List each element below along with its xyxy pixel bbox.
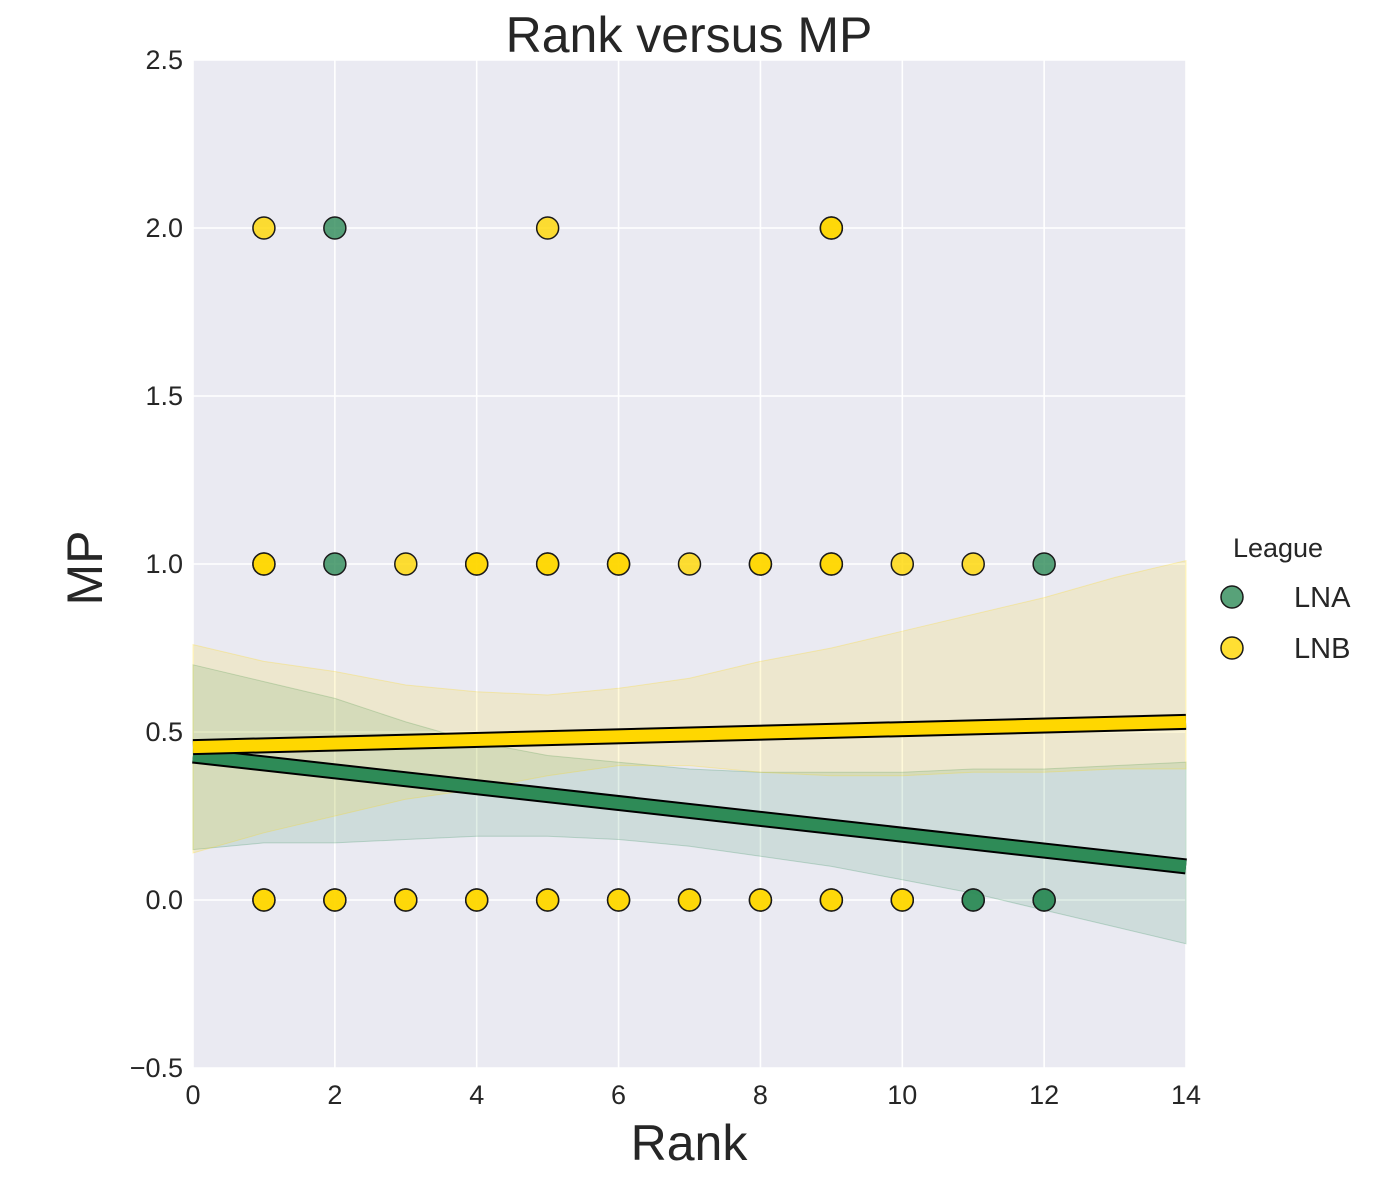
legend: League LNA LNB — [1220, 533, 1351, 665]
point-lnb — [464, 888, 489, 912]
legend-title: League — [1233, 533, 1323, 563]
point-lna — [961, 888, 985, 912]
legend-label-lnb: LNB — [1294, 633, 1350, 665]
point-lna — [1032, 888, 1056, 912]
point-lnb — [535, 216, 560, 240]
x-axis-label: Rank — [631, 1115, 749, 1171]
point-lnb — [819, 888, 844, 912]
legend-marker-lna — [1220, 585, 1244, 609]
legend-label-lna: LNA — [1294, 582, 1351, 614]
regression-line-lna — [192, 747, 1187, 875]
point-lnb — [464, 552, 489, 576]
y-tick-label: 1.0 — [145, 549, 183, 579]
regression-line-fill — [192, 749, 1187, 873]
point-lnb — [819, 552, 844, 576]
x-tick-labels: 0 2 4 6 8 10 12 14 — [185, 1080, 1201, 1110]
legend-entries: LNA LNB — [1220, 582, 1351, 665]
point-lnb — [677, 552, 702, 576]
point-lnb — [394, 888, 418, 912]
x-tick-label: 8 — [753, 1080, 768, 1110]
point-lnb — [323, 888, 347, 912]
x-tick-label: 6 — [611, 1080, 626, 1110]
point-lnb — [394, 552, 418, 576]
point-lna — [323, 552, 347, 576]
x-tick-label: 0 — [185, 1080, 200, 1110]
point-lnb — [252, 216, 276, 240]
y-tick-label: −0.5 — [130, 1053, 183, 1083]
point-lnb — [677, 888, 702, 912]
point-lnb — [819, 216, 844, 240]
x-tick-label: 4 — [469, 1080, 484, 1110]
y-tick-label: 2.0 — [145, 213, 183, 243]
x-tick-label: 2 — [327, 1080, 342, 1110]
x-tick-label: 12 — [1029, 1080, 1059, 1110]
point-lna — [323, 216, 347, 240]
point-lnb — [535, 552, 560, 576]
y-tick-label: 1.5 — [145, 381, 183, 411]
point-lnb — [890, 888, 915, 912]
y-tick-label: 0.0 — [145, 885, 183, 915]
data-points — [252, 216, 1056, 912]
point-lnb — [606, 552, 631, 576]
point-lnb — [890, 552, 915, 576]
regression-line-lnb — [192, 713, 1187, 756]
x-tick-label: 10 — [887, 1080, 917, 1110]
regression-line-fill — [192, 715, 1187, 754]
point-lna — [1032, 552, 1056, 576]
y-tick-labels: −0.5 0.0 0.5 1.0 1.5 2.0 2.5 — [130, 45, 183, 1083]
y-tick-label: 2.5 — [145, 45, 183, 75]
point-lnb — [748, 552, 773, 576]
y-axis-label: MP — [57, 531, 113, 606]
legend-marker-lnb — [1220, 636, 1244, 660]
point-lnb — [252, 888, 276, 912]
point-lnb — [606, 888, 631, 912]
x-tick-label: 14 — [1171, 1080, 1201, 1110]
point-lnb — [748, 888, 773, 912]
point-lnb — [961, 552, 985, 576]
y-tick-label: 0.5 — [145, 717, 183, 747]
point-lnb — [535, 888, 560, 912]
point-lnb — [252, 552, 276, 576]
chart-title: Rank versus MP — [506, 7, 873, 63]
regression-lines — [192, 713, 1187, 875]
